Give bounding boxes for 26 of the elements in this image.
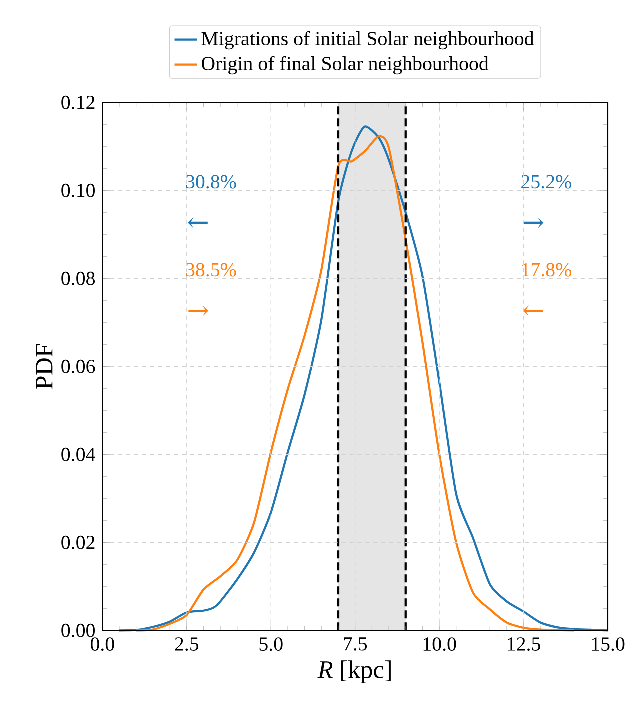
y-tick-label: 0.08 — [62, 272, 96, 286]
y-tick-label: 0.04 — [62, 448, 96, 462]
x-tick-label: 10.0 — [424, 638, 456, 652]
annotation: 30.8% — [186, 175, 236, 189]
x-tick-label: 5.0 — [260, 638, 283, 652]
x-tick-label: 0.0 — [90, 638, 114, 652]
y-tick-label: 0.00 — [62, 624, 96, 638]
x-tick-label: 12.5 — [508, 638, 540, 652]
annotation: 25.2% — [522, 175, 572, 189]
y-tick-label: 0.10 — [62, 184, 96, 198]
annotation: 38.5% — [186, 263, 236, 277]
x-tick-label: 15.0 — [592, 638, 625, 652]
annotation: ← — [188, 218, 208, 228]
x-tick-label: 2.5 — [175, 638, 199, 652]
annotation: 17.8% — [522, 263, 572, 277]
annotation: ← — [523, 306, 544, 316]
y-axis-title: PDF — [36, 344, 53, 390]
y-tick-label: 0.12 — [62, 96, 95, 110]
annotation: → — [524, 218, 544, 228]
annotation: → — [188, 306, 208, 316]
x-axis-title: R [kpc] — [318, 660, 391, 684]
legend-label: Origin of final Solar neighbourhood — [202, 56, 489, 75]
x-tick-label: 7.5 — [344, 638, 368, 651]
y-tick-label: 0.06 — [62, 360, 96, 374]
legend-label: Migrations of initial Solar neighbourhood — [202, 31, 534, 50]
y-tick-label: 0.02 — [62, 536, 95, 550]
